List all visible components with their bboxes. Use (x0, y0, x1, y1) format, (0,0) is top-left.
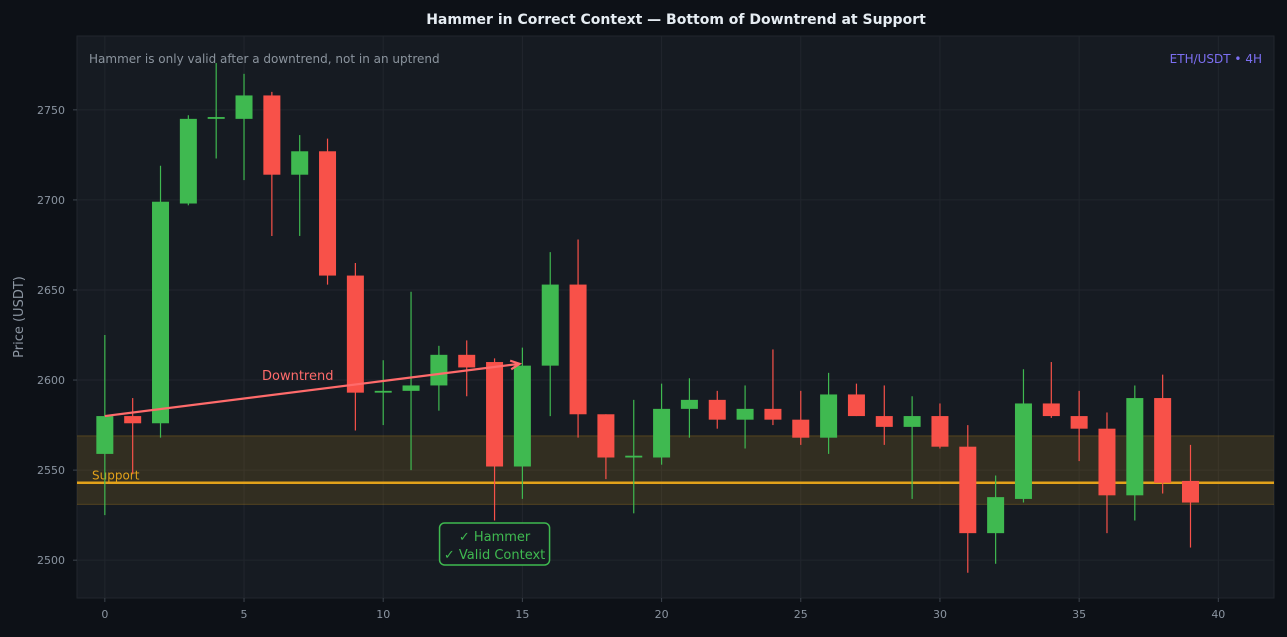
candle-body-up (430, 354, 448, 386)
candle-body-up (207, 117, 225, 119)
candle-body-down (1098, 428, 1116, 496)
x-tick-label: 40 (1211, 608, 1225, 621)
candle-body-down (346, 275, 364, 393)
candle-body-up (625, 455, 643, 458)
candle-body-down (847, 394, 865, 417)
hammer-annotation-line1: ✓ Hammer (459, 530, 531, 545)
x-tick-label: 0 (101, 608, 108, 621)
candle-body-up (903, 416, 921, 427)
y-tick-label: 2650 (37, 284, 65, 297)
y-tick-label: 2550 (37, 464, 65, 477)
candle-body-down (263, 95, 281, 175)
candle-body-down (458, 354, 476, 368)
candle-body-up (179, 118, 197, 204)
chart-subtitle: Hammer is only valid after a downtrend, … (89, 52, 440, 66)
support-zone-group: Support (77, 435, 1274, 505)
x-tick-label: 10 (376, 608, 390, 621)
candle-body-up (402, 385, 420, 391)
x-tick-label: 30 (933, 608, 947, 621)
candle-body-down (597, 414, 615, 458)
y-tick-label: 2750 (37, 104, 65, 117)
candle-body-down (708, 399, 726, 420)
candle-body-up (513, 365, 531, 467)
candle-body-up (820, 394, 838, 438)
candle-body-up (235, 95, 253, 119)
x-tick-label: 25 (794, 608, 808, 621)
candle-body-down (1154, 398, 1172, 483)
candle-body-up (736, 408, 754, 420)
candle-body-up (1126, 398, 1144, 496)
candle-body-up (1014, 403, 1032, 499)
candle-body-down (931, 416, 949, 447)
candle-body-down (124, 416, 142, 424)
candle-body-down (1042, 403, 1060, 417)
x-axis-ticks: 0 5 10 15 20 25 30 35 40 (101, 598, 1225, 621)
hammer-annotation-box (438, 522, 551, 566)
candle-body-down (486, 362, 504, 467)
y-tick-label: 2700 (37, 194, 65, 207)
x-tick-label: 15 (515, 608, 529, 621)
x-tick-label: 20 (655, 608, 669, 621)
x-tick-label: 5 (241, 608, 248, 621)
candle-body-down (319, 151, 337, 276)
candle-body-up (541, 284, 559, 366)
candle-body-up (291, 151, 309, 175)
downtrend-label: Downtrend (262, 369, 333, 384)
candle-body-up (374, 390, 392, 393)
candle-body-up (653, 408, 671, 458)
support-label: Support (92, 469, 140, 483)
y-axis-ticks: 2500 2550 2600 2650 2700 2750 (37, 104, 77, 567)
candle-body-down (875, 416, 893, 427)
candle-body-up (152, 201, 170, 424)
instrument-label: ETH/USDT • 4H (1170, 52, 1262, 66)
candle-body-down (569, 284, 587, 415)
candle-body-up (987, 497, 1005, 534)
x-tick-label: 35 (1072, 608, 1086, 621)
candle-body-down (959, 446, 977, 534)
plot-area (76, 35, 1275, 599)
annotations: Downtrend ✓ Hammer ✓ Valid Context (104, 359, 551, 566)
candles (96, 63, 1199, 573)
candle-body-down (792, 419, 810, 438)
support-zone (77, 435, 1274, 505)
candle-body-down (764, 408, 782, 420)
candle-body-down (1070, 416, 1088, 429)
hammer-annotation-line2: ✓ Valid Context (444, 548, 545, 563)
grid-lines (77, 36, 1274, 598)
candle-body-up (96, 416, 114, 454)
candle-body-down (1181, 480, 1199, 503)
y-tick-label: 2600 (37, 374, 65, 387)
y-tick-label: 2500 (37, 554, 65, 567)
candle-body-up (680, 399, 698, 409)
chart-title: Hammer in Correct Context — Bottom of Do… (426, 12, 926, 28)
downtrend-arrowhead (509, 359, 523, 371)
downtrend-arrow (104, 362, 520, 418)
y-axis-label: Price (USDT) (12, 276, 27, 358)
